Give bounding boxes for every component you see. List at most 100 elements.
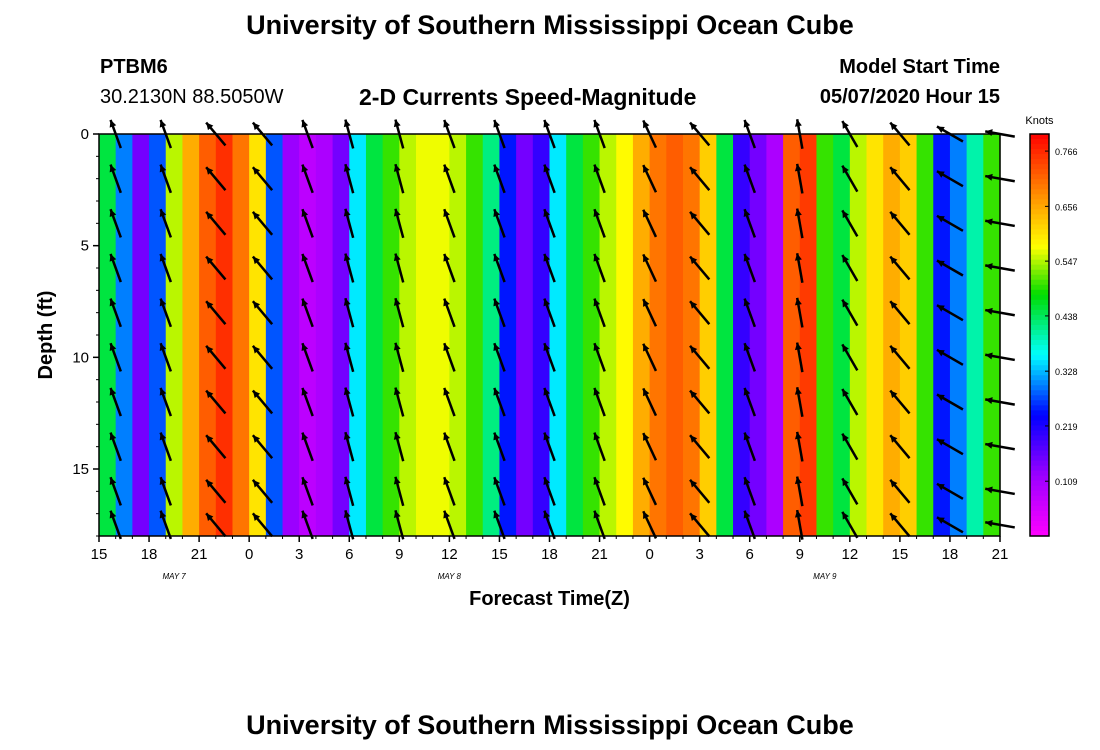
current-arrow — [936, 482, 964, 500]
colorbar-segment — [1030, 194, 1049, 200]
current-arrow — [743, 298, 757, 328]
colorbar-segment — [1030, 199, 1049, 205]
colorbar-segment — [1030, 395, 1049, 401]
colorbar-segment — [1030, 485, 1049, 492]
current-arrow — [343, 476, 355, 507]
current-arrow — [642, 298, 658, 327]
colorbar-segment — [1030, 430, 1049, 437]
current-arrow — [593, 342, 606, 372]
current-arrow — [205, 512, 227, 538]
heatmap-column — [582, 134, 601, 536]
current-arrow — [301, 510, 314, 540]
current-arrow — [689, 345, 711, 370]
current-arrow — [109, 208, 122, 238]
colorbar-segment — [1030, 385, 1049, 391]
current-arrow — [251, 345, 274, 370]
colorbar-segment — [1030, 405, 1049, 411]
heatmap-column — [265, 134, 284, 536]
heatmap-column — [532, 134, 551, 536]
colorbar-tick-label: 0.547 — [1055, 257, 1078, 267]
station-coords: 30.2130N 88.5050W — [100, 86, 284, 108]
y-tick-label: 0 — [81, 126, 89, 143]
colorbar-segment — [1030, 455, 1049, 462]
current-arrow — [794, 431, 804, 462]
current-arrow — [689, 479, 711, 504]
heatmap-column — [399, 134, 417, 536]
colorbar-segment — [1030, 324, 1049, 331]
current-arrow — [393, 163, 405, 194]
colorbar-segment — [1030, 229, 1049, 236]
colorbar-segment — [1030, 355, 1049, 361]
heatmap-column — [549, 134, 567, 536]
speed-heatmap — [99, 134, 1001, 536]
heatmap-column — [232, 134, 250, 536]
page-title: University of Southern Mississippi Ocean… — [246, 10, 854, 40]
current-arrow — [841, 433, 859, 461]
colorbar-segment — [1030, 169, 1049, 175]
current-arrow — [301, 298, 314, 328]
current-arrow — [443, 387, 456, 417]
heatmap-column — [466, 134, 484, 536]
colorbar-segment — [1030, 445, 1049, 452]
current-arrow — [889, 389, 911, 415]
current-arrow — [251, 300, 274, 325]
heatmap-column — [666, 134, 684, 536]
colorbar-tick-label: 0.438 — [1055, 312, 1078, 322]
current-arrow — [343, 297, 355, 328]
heatmap-column — [315, 134, 334, 536]
colorbar-segment — [1030, 224, 1049, 231]
colorbar-segment — [1030, 370, 1049, 376]
heatmap-column — [499, 134, 517, 536]
colorbar-tick-label: 0.656 — [1055, 202, 1078, 212]
current-arrow — [251, 389, 274, 415]
current-arrow — [109, 387, 122, 417]
heatmap-column — [99, 134, 117, 536]
colorbar-segment — [1030, 360, 1049, 366]
current-arrow — [159, 387, 173, 417]
current-arrow — [109, 476, 122, 506]
heatmap-column — [733, 134, 751, 536]
current-arrow — [493, 164, 506, 194]
current-arrow — [642, 387, 658, 417]
x-axis: 15 18 21 0 3 6 9 12 15 18 21 0 3 6 9 12 15 18 21 MAY 7 MAY 8… — [91, 536, 1009, 581]
colorbar-segment — [1030, 335, 1049, 341]
current-arrow — [343, 342, 355, 373]
current-arrow — [936, 393, 964, 411]
heatmap-column — [783, 134, 801, 536]
current-arrow — [689, 166, 711, 191]
x-tick-label: 21 — [992, 546, 1009, 563]
heatmap-column — [749, 134, 768, 536]
heatmap-column — [482, 134, 501, 536]
colorbar-segment — [1030, 329, 1049, 336]
x-tick-label: 6 — [746, 546, 754, 563]
current-arrow — [689, 389, 711, 415]
x-tick-label: 0 — [645, 546, 653, 563]
x-tick-label: 9 — [796, 546, 804, 563]
date-label: MAY 7 — [162, 572, 186, 581]
footer-title: University of Southern Mississippi Ocean… — [246, 710, 854, 740]
current-arrow — [393, 208, 405, 239]
model-start-value: 05/07/2020 Hour 15 — [819, 86, 1000, 108]
heatmap-column — [682, 134, 701, 536]
current-arrow — [689, 434, 711, 459]
current-arrow — [642, 477, 658, 506]
current-arrow — [841, 511, 859, 539]
colorbar-segment — [1030, 450, 1049, 457]
current-arrow — [743, 476, 757, 506]
colorbar-frame — [1029, 133, 1050, 537]
colorbar: 0.766 0.656 0.547 0.438 0.328 0.219 0.109 — [1029, 133, 1078, 537]
heatmap-column — [416, 134, 434, 536]
x-tick-label: 15 — [491, 546, 508, 563]
current-arrow — [393, 297, 405, 328]
current-arrow — [593, 432, 606, 462]
current-arrow — [543, 476, 556, 506]
heatmap-column — [566, 134, 584, 536]
current-arrow — [493, 208, 506, 238]
current-arrow — [301, 208, 314, 238]
y-tick-label: 10 — [72, 349, 89, 366]
x-tick-label: 18 — [541, 546, 558, 563]
current-arrow — [794, 208, 804, 239]
current-arrow — [251, 255, 274, 281]
current-arrow — [493, 510, 506, 540]
